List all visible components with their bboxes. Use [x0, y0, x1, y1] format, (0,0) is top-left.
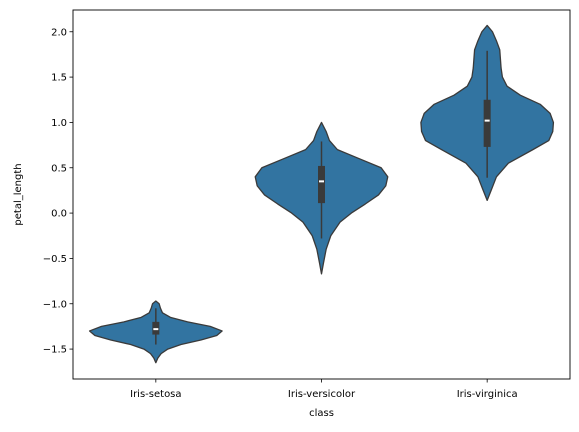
x-tick-label: Iris-setosa [130, 389, 181, 400]
violin-iqr-box [318, 166, 325, 203]
y-tick-label: 0.0 [51, 209, 67, 220]
y-tick-label: 1.5 [51, 73, 67, 84]
x-tick-label: Iris-versicolor [288, 389, 356, 400]
y-tick-label: 2.0 [51, 27, 67, 38]
y-tick-label: 1.0 [51, 118, 67, 129]
y-tick-label: −1.5 [43, 345, 67, 356]
x-tick-label: Iris-virginica [457, 389, 518, 400]
violin-iqr-box [484, 100, 491, 147]
x-axis-label: class [309, 408, 334, 419]
y-tick-label: 0.5 [51, 163, 67, 174]
y-tick-label: −1.0 [43, 299, 67, 310]
y-tick-label: −0.5 [43, 254, 67, 265]
y-axis-label: petal_length [13, 163, 24, 225]
